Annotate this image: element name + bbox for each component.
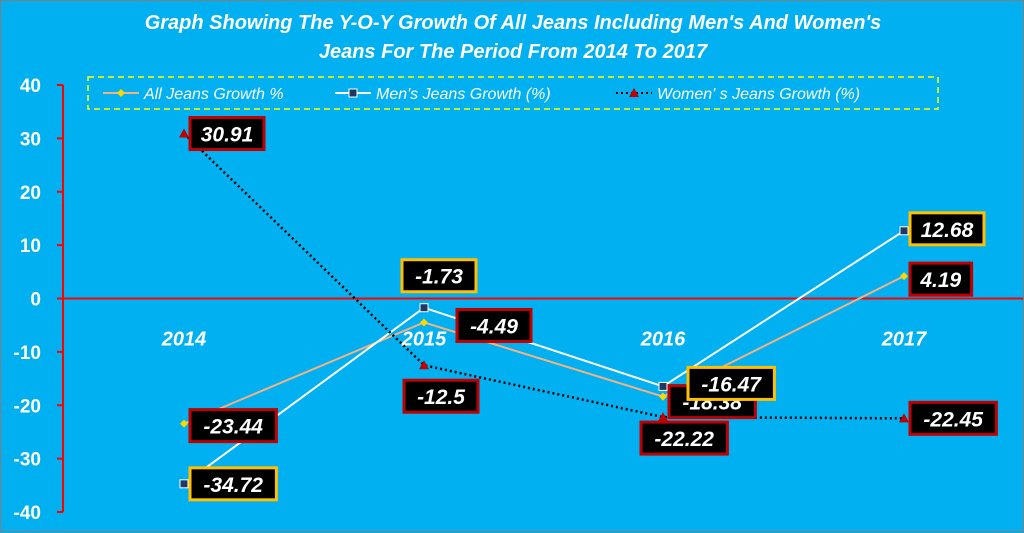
data-label-text: 12.68 xyxy=(921,219,974,242)
data-label: -22.45 xyxy=(908,400,998,436)
series-line xyxy=(183,229,905,485)
data-point-diamond xyxy=(659,392,667,401)
data-labels: -23.44-4.49-18.384.19-34.72-1.73-16.4712… xyxy=(188,116,998,502)
data-label-box xyxy=(908,261,974,297)
data-label-box xyxy=(908,400,998,436)
data-point-triangle xyxy=(658,412,668,422)
data-label-box xyxy=(188,116,266,152)
legend-box xyxy=(87,76,939,110)
data-label-box xyxy=(188,408,278,444)
chart-title: Graph Showing The Y-O-Y Growth Of All Je… xyxy=(145,12,882,63)
data-point-diamond xyxy=(420,318,428,327)
data-label-box xyxy=(686,365,776,401)
data-point-diamond xyxy=(117,89,125,97)
y-tick-label: 10 xyxy=(20,236,41,257)
data-label-text: -22.45 xyxy=(923,408,983,431)
data-point-triangle xyxy=(629,88,639,97)
y-tick-label: -40 xyxy=(14,503,41,524)
data-label: -34.72 xyxy=(188,466,278,502)
data-label-text: 30.91 xyxy=(201,124,254,147)
series-line xyxy=(183,275,905,425)
chart-title-line-1: Graph Showing The Y-O-Y Growth Of All Je… xyxy=(145,12,882,34)
data-point-square xyxy=(348,88,358,98)
x-category-label: 2015 xyxy=(401,329,447,351)
series-line xyxy=(183,132,905,420)
data-label-box xyxy=(400,258,478,294)
data-label-text: -22.22 xyxy=(654,428,714,451)
data-point-square xyxy=(419,303,429,313)
data-point-square xyxy=(899,226,909,236)
data-point-triangle xyxy=(899,413,909,423)
data-label-box xyxy=(402,378,480,414)
legend-entry-label: All Jeans Growth % xyxy=(143,86,284,103)
y-tick-label: -30 xyxy=(14,450,41,471)
data-label-text: -12.5 xyxy=(417,386,465,409)
y-tick-label: 0 xyxy=(30,290,41,311)
data-label-text: -1.73 xyxy=(415,266,463,289)
series xyxy=(179,128,909,489)
data-label: -23.44 xyxy=(188,408,278,444)
data-point-square xyxy=(179,479,189,489)
y-tick-label: 20 xyxy=(20,183,41,204)
data-label-text: -16.47 xyxy=(701,373,762,396)
chart-title-line-2: Jeans For The Period From 2014 To 2017 xyxy=(319,41,708,63)
data-point-diamond xyxy=(180,419,188,428)
data-point-diamond xyxy=(900,272,908,281)
data-label-box xyxy=(188,466,278,502)
data-label: 30.91 xyxy=(188,116,266,152)
data-label-text: 4.19 xyxy=(919,269,961,292)
data-label: -12.5 xyxy=(402,378,480,414)
axes: 40 30 20 10 0 -10 -20 -30 -40 2014 2015 2016 2017 xyxy=(14,76,1023,524)
data-label: -1.73 xyxy=(400,258,478,294)
data-label-text: -23.44 xyxy=(203,416,263,439)
x-category-label: 2016 xyxy=(640,329,686,351)
y-tick-label: -10 xyxy=(14,343,41,364)
legend: All Jeans Growth % Men's Jeans Growth (%)… xyxy=(87,76,939,110)
data-point-triangle xyxy=(419,360,429,370)
data-label: -16.47 xyxy=(686,365,776,401)
legend-entry-label: Women' s Jeans Growth (%) xyxy=(657,86,860,103)
x-category-label: 2017 xyxy=(881,329,927,351)
y-tick-label: 40 xyxy=(20,76,41,97)
data-label-text: -34.72 xyxy=(203,474,263,497)
y-tick-label: 30 xyxy=(20,129,41,150)
data-label-box xyxy=(908,211,986,247)
data-label-box xyxy=(639,420,729,456)
legend-entry-label: Men's Jeans Growth (%) xyxy=(376,86,551,103)
data-label-box xyxy=(455,307,533,343)
data-point-square xyxy=(658,381,668,391)
data-label: -4.49 xyxy=(455,307,533,343)
data-label: 4.19 xyxy=(908,261,974,297)
y-tick-label: -20 xyxy=(14,396,41,417)
data-label: -22.22 xyxy=(639,420,729,456)
data-label: 12.68 xyxy=(908,211,986,247)
x-category-label: 2014 xyxy=(161,329,207,351)
data-label-text: -4.49 xyxy=(470,315,518,338)
data-point-triangle xyxy=(179,128,189,138)
